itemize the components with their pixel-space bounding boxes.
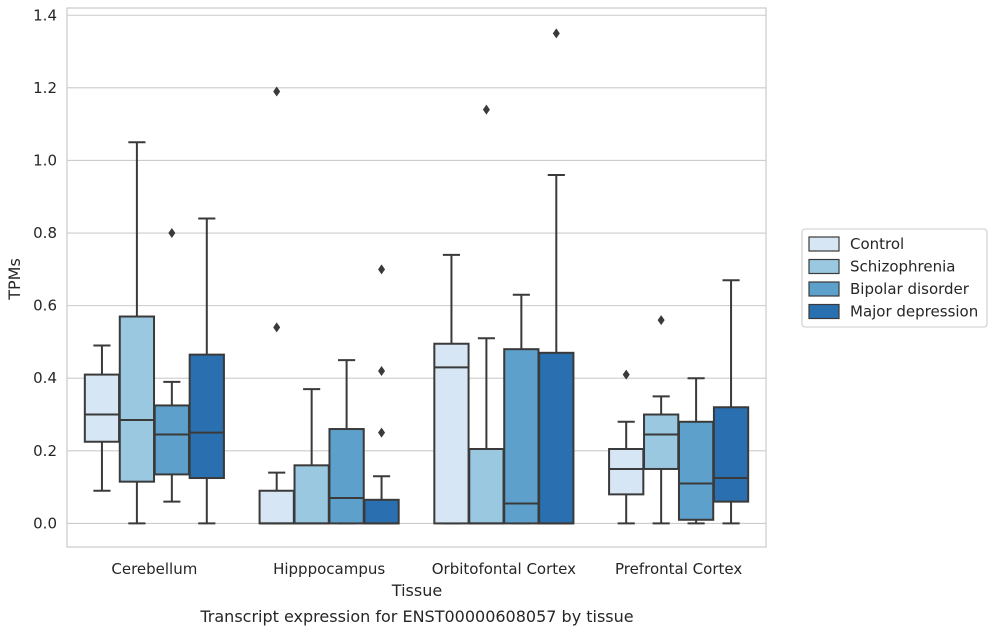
figure-caption: Transcript expression for ENST0000060805… <box>199 607 633 626</box>
x-ticks: Cerebellum Hipppocampus Orbitofontal Corte… <box>111 560 742 578</box>
outlier-point <box>378 264 386 275</box>
box-3-1 <box>363 264 400 525</box>
outlier-point <box>552 28 560 39</box>
boxes <box>83 28 750 525</box>
box-iqr <box>188 353 225 480</box>
x-tick-label: Cerebellum <box>111 560 197 578</box>
box-2-1 <box>328 359 365 525</box>
legend-swatch <box>808 258 840 275</box>
y-ticks: 0.0 0.2 0.4 0.6 0.8 1.0 1.2 1.4 <box>33 6 57 532</box>
legend: Control Schizophrenia Bipolar disorder Majo… <box>801 228 988 328</box>
box-iqr <box>118 315 156 483</box>
box-iqr <box>433 342 470 525</box>
y-tick-label: 1.2 <box>33 79 57 97</box>
box-iqr <box>503 348 540 525</box>
x-axis-label: Tissue <box>391 581 442 600</box>
box-3-2 <box>538 28 575 525</box>
legend-label: Major depression <box>850 303 978 321</box>
box-iqr <box>538 351 575 525</box>
box-1-2 <box>468 104 505 525</box>
box-2-0 <box>153 228 190 503</box>
box-0-2 <box>433 253 470 525</box>
box-0-3 <box>608 369 645 525</box>
y-tick-label: 0.2 <box>33 442 57 460</box>
box-3-0 <box>188 217 225 525</box>
box-1-1 <box>293 388 330 525</box>
box-iqr <box>328 428 365 525</box>
outlier-point <box>273 86 281 97</box>
legend-swatch <box>808 281 840 297</box>
box-0-1 <box>258 86 295 525</box>
y-axis-label: TPMs <box>5 258 24 301</box>
y-tick-label: 0.0 <box>33 514 57 532</box>
y-tick-label: 0.6 <box>33 297 57 315</box>
y-tick-label: 1.0 <box>33 151 57 169</box>
box-iqr <box>258 489 295 525</box>
box-1-0 <box>118 141 156 525</box>
outlier-point <box>657 315 665 326</box>
legend-label: Control <box>850 235 904 253</box>
legend-item: Major depression <box>808 303 978 321</box>
box-iqr <box>468 448 505 525</box>
legend-label: Schizophrenia <box>850 258 955 276</box>
box-iqr <box>293 464 330 525</box>
y-tick-label: 0.4 <box>33 369 57 387</box>
box-iqr <box>153 404 190 476</box>
box-1-3 <box>643 315 680 525</box>
outlier-point <box>168 228 176 239</box>
box-2-3 <box>677 377 715 525</box>
box-3-3 <box>712 279 750 525</box>
box-iqr <box>363 498 400 525</box>
legend-item: Schizophrenia <box>808 258 955 276</box>
outlier-point <box>273 322 281 333</box>
x-tick-label: Hipppocampus <box>273 560 385 578</box>
box-iqr <box>83 373 121 443</box>
y-tick-label: 1.4 <box>33 6 57 24</box>
legend-swatch <box>808 303 840 320</box>
legend-item: Control <box>808 235 904 253</box>
box-iqr <box>608 448 645 496</box>
outlier-point <box>378 427 386 438</box>
box-iqr <box>712 406 750 503</box>
box-0-0 <box>83 344 121 492</box>
legend-swatch <box>808 236 840 252</box>
outlier-point <box>482 104 490 115</box>
legend-frame <box>801 228 988 328</box>
legend-item: Bipolar disorder <box>808 280 970 298</box>
box-iqr <box>677 420 715 521</box>
outlier-point <box>378 365 386 376</box>
outlier-point <box>622 369 630 380</box>
box-iqr <box>643 413 680 470</box>
plot-frame <box>66 7 767 548</box>
x-tick-label: Prefrontal Cortex <box>615 560 742 578</box>
y-tick-label: 0.8 <box>33 224 57 242</box>
legend-label: Bipolar disorder <box>850 280 970 298</box>
box-2-2 <box>503 293 540 525</box>
x-tick-label: Orbitofontal Cortex <box>432 560 576 578</box>
